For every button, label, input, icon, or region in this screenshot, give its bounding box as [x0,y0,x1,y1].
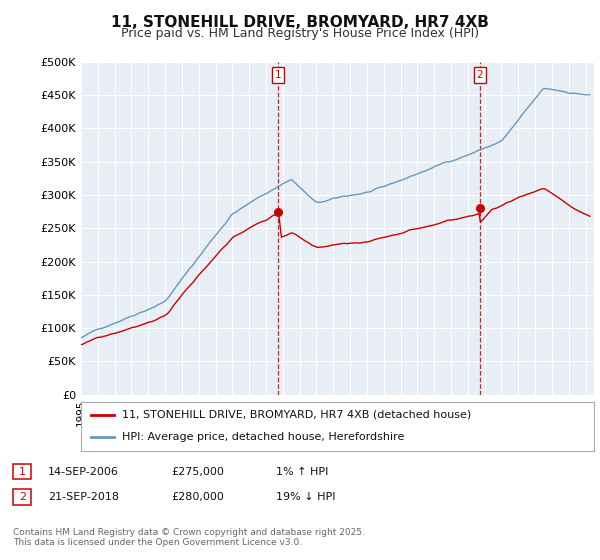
Text: 1: 1 [275,70,281,80]
Text: Contains HM Land Registry data © Crown copyright and database right 2025.
This d: Contains HM Land Registry data © Crown c… [13,528,365,548]
Text: 19% ↓ HPI: 19% ↓ HPI [276,492,335,502]
Text: HPI: Average price, detached house, Herefordshire: HPI: Average price, detached house, Here… [122,432,404,442]
Text: 11, STONEHILL DRIVE, BROMYARD, HR7 4XB (detached house): 11, STONEHILL DRIVE, BROMYARD, HR7 4XB (… [122,410,471,420]
Text: 11, STONEHILL DRIVE, BROMYARD, HR7 4XB: 11, STONEHILL DRIVE, BROMYARD, HR7 4XB [111,15,489,30]
Text: Price paid vs. HM Land Registry's House Price Index (HPI): Price paid vs. HM Land Registry's House … [121,27,479,40]
Text: 14-SEP-2006: 14-SEP-2006 [48,466,119,477]
Text: 1: 1 [19,466,26,477]
Text: 2: 2 [476,70,483,80]
Text: £275,000: £275,000 [171,466,224,477]
Text: 2: 2 [19,492,26,502]
Text: 1% ↑ HPI: 1% ↑ HPI [276,466,328,477]
Text: £280,000: £280,000 [171,492,224,502]
Text: 21-SEP-2018: 21-SEP-2018 [48,492,119,502]
